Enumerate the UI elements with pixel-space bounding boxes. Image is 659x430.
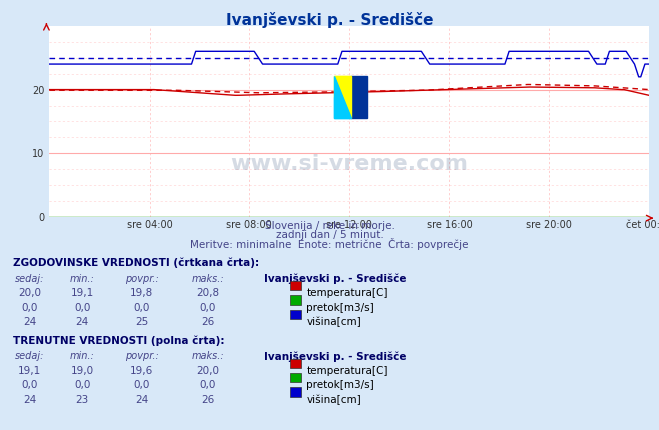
Text: 19,1: 19,1: [71, 288, 94, 298]
Text: 0,0: 0,0: [22, 380, 38, 390]
Text: povpr.:: povpr.:: [125, 273, 159, 283]
Text: 0,0: 0,0: [74, 380, 90, 390]
Text: temperatura[C]: temperatura[C]: [306, 288, 388, 298]
Text: min.:: min.:: [70, 273, 95, 283]
Text: ZGODOVINSKE VREDNOSTI (črtkana črta):: ZGODOVINSKE VREDNOSTI (črtkana črta):: [13, 258, 259, 268]
Text: 24: 24: [23, 317, 36, 327]
Text: Ivanjševski p. - Središče: Ivanjševski p. - Središče: [264, 273, 406, 284]
Text: temperatura[C]: temperatura[C]: [306, 366, 388, 376]
Text: maks.:: maks.:: [191, 273, 224, 283]
Bar: [351, 76, 367, 118]
Text: višina[cm]: višina[cm]: [306, 395, 361, 405]
Text: 26: 26: [201, 317, 214, 327]
Text: pretok[m3/s]: pretok[m3/s]: [306, 303, 374, 313]
Text: TRENUTNE VREDNOSTI (polna črta):: TRENUTNE VREDNOSTI (polna črta):: [13, 336, 225, 346]
Text: Slovenija / reke in morje.: Slovenija / reke in morje.: [264, 221, 395, 231]
Text: www.si-vreme.com: www.si-vreme.com: [230, 154, 469, 174]
Text: 19,1: 19,1: [18, 366, 42, 376]
Text: 0,0: 0,0: [134, 380, 150, 390]
Bar: [334, 76, 351, 97]
Text: maks.:: maks.:: [191, 351, 224, 361]
Text: Ivanjševski p. - Središče: Ivanjševski p. - Središče: [264, 351, 406, 362]
Text: Meritve: minimalne  Enote: metrične  Črta: povprečje: Meritve: minimalne Enote: metrične Črta:…: [190, 238, 469, 250]
Polygon shape: [334, 76, 351, 118]
Text: višina[cm]: višina[cm]: [306, 317, 361, 327]
Text: sedaj:: sedaj:: [15, 273, 44, 283]
Text: 20,0: 20,0: [18, 288, 41, 298]
Text: min.:: min.:: [70, 351, 95, 361]
Text: 19,0: 19,0: [71, 366, 94, 376]
Text: 0,0: 0,0: [200, 380, 215, 390]
Text: 19,6: 19,6: [130, 366, 154, 376]
Text: 25: 25: [135, 317, 148, 327]
Text: 0,0: 0,0: [74, 303, 90, 313]
Bar: [334, 97, 351, 118]
Text: 0,0: 0,0: [134, 303, 150, 313]
Text: 24: 24: [76, 317, 89, 327]
Text: zadnji dan / 5 minut.: zadnji dan / 5 minut.: [275, 230, 384, 240]
Text: 26: 26: [201, 395, 214, 405]
Text: povpr.:: povpr.:: [125, 351, 159, 361]
Text: 24: 24: [135, 395, 148, 405]
Text: Ivanjševski p. - Središče: Ivanjševski p. - Središče: [226, 12, 433, 28]
Text: 23: 23: [76, 395, 89, 405]
Text: 0,0: 0,0: [200, 303, 215, 313]
Text: 20,0: 20,0: [196, 366, 219, 376]
Text: 20,8: 20,8: [196, 288, 219, 298]
Text: 24: 24: [23, 395, 36, 405]
Text: pretok[m3/s]: pretok[m3/s]: [306, 380, 374, 390]
Text: sedaj:: sedaj:: [15, 351, 44, 361]
Text: 19,8: 19,8: [130, 288, 154, 298]
Text: 0,0: 0,0: [22, 303, 38, 313]
Polygon shape: [334, 76, 351, 118]
